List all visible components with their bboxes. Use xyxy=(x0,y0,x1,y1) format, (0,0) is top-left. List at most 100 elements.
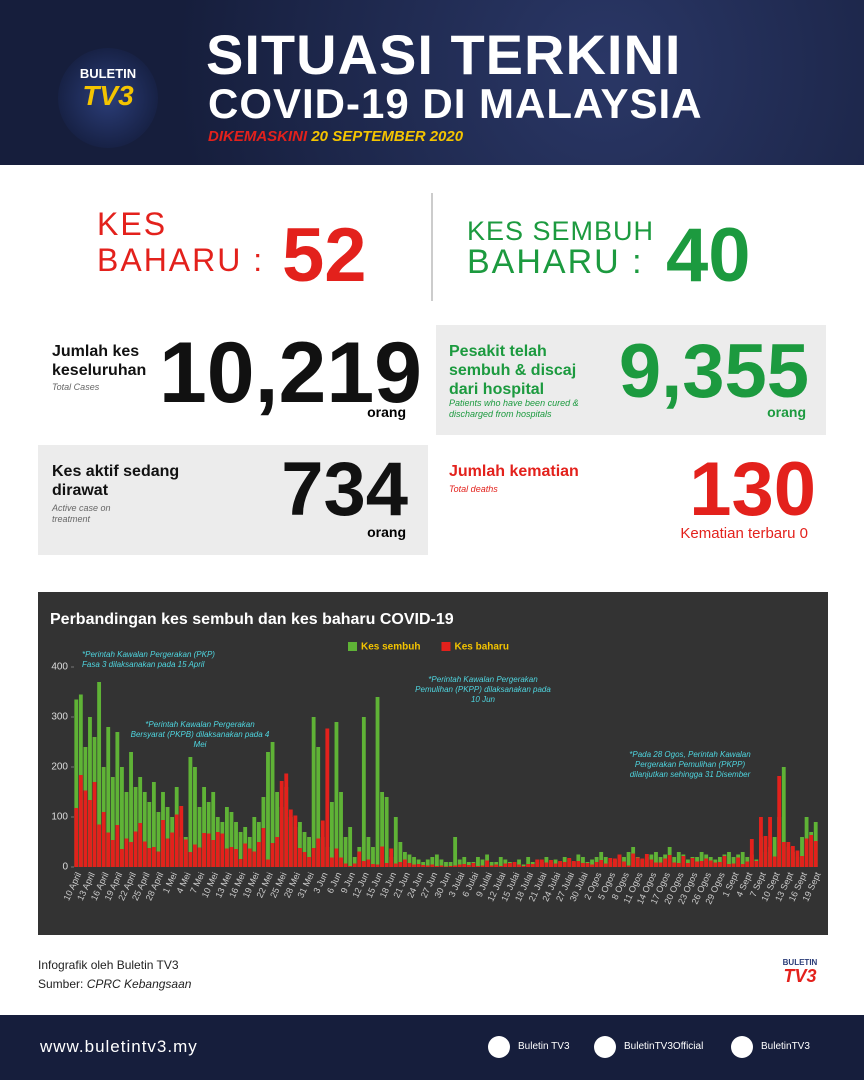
bar xyxy=(138,823,143,867)
bar xyxy=(193,844,197,867)
youtube-icon[interactable] xyxy=(488,1036,510,1058)
logo xyxy=(58,48,158,148)
bar xyxy=(307,857,311,867)
bar xyxy=(256,842,261,867)
bar xyxy=(462,864,467,867)
bar xyxy=(453,865,458,867)
bar xyxy=(179,806,184,867)
social-handle[interactable]: Buletin TV3 xyxy=(518,1041,570,1052)
bar xyxy=(781,767,786,867)
highlight-label: BAHARU : xyxy=(97,242,265,278)
bar xyxy=(590,864,594,867)
bar xyxy=(298,848,302,867)
bar xyxy=(371,864,375,867)
bar xyxy=(731,863,736,867)
bar xyxy=(777,776,782,867)
bar xyxy=(444,862,448,867)
bar xyxy=(325,728,330,867)
bar xyxy=(498,857,503,867)
footer-bar xyxy=(0,1015,864,1080)
facebook-icon[interactable] xyxy=(594,1036,616,1058)
stat-label: Pesakit telah sembuh & discaj dari hospi… xyxy=(449,343,577,398)
bar xyxy=(699,852,704,867)
stat-unit: orang xyxy=(767,404,806,420)
bar xyxy=(302,832,307,867)
bar xyxy=(503,863,508,867)
y-tick-label: 200 xyxy=(51,762,68,773)
bar xyxy=(626,852,631,867)
bar xyxy=(672,857,677,867)
bar xyxy=(434,866,439,867)
bar xyxy=(444,866,448,867)
logo-text: TV3 xyxy=(783,966,817,986)
bar xyxy=(224,807,229,867)
bar xyxy=(106,832,111,867)
bar xyxy=(348,866,353,867)
bar xyxy=(165,838,170,867)
bar xyxy=(311,717,316,867)
bar xyxy=(498,866,503,867)
bar xyxy=(229,847,234,867)
bar xyxy=(690,858,695,867)
logo-text: BULETIN xyxy=(782,958,818,967)
bar xyxy=(553,863,558,867)
bar xyxy=(713,862,718,867)
bar xyxy=(567,858,572,867)
bar xyxy=(544,862,549,867)
stat-sublabel: Total deaths xyxy=(449,484,498,494)
stat-sublabel: Total Cases xyxy=(52,382,100,392)
bar xyxy=(448,862,453,867)
bar xyxy=(407,863,412,867)
bar xyxy=(316,838,321,867)
bar xyxy=(626,865,631,867)
stat-note: Kematian terbaru 0 xyxy=(680,525,808,542)
source: CPRC Kebangsaan xyxy=(86,977,192,991)
bar xyxy=(316,747,321,867)
bar xyxy=(681,856,686,867)
bar xyxy=(197,847,202,867)
social-handle[interactable]: BuletinTV3 xyxy=(761,1041,810,1052)
website[interactable]: www.buletintv3.my xyxy=(40,1037,198,1056)
bar xyxy=(206,833,211,867)
bar xyxy=(193,767,197,867)
bar xyxy=(307,837,311,867)
bar xyxy=(229,812,234,867)
bar xyxy=(781,842,786,867)
bar xyxy=(507,863,512,867)
bar xyxy=(699,861,704,867)
bar xyxy=(329,857,334,867)
bar xyxy=(88,800,92,867)
bar xyxy=(129,752,133,867)
bar xyxy=(270,843,275,867)
stat-value: 10,219 xyxy=(158,325,422,421)
y-tick-label: 400 xyxy=(51,662,68,673)
bar xyxy=(676,863,681,867)
bar xyxy=(88,717,92,867)
bar xyxy=(110,777,115,867)
bar xyxy=(476,866,480,867)
bar xyxy=(585,863,590,867)
bar xyxy=(188,757,193,867)
social-handle[interactable]: BuletinTV3Official xyxy=(624,1041,704,1052)
annotation: 10 Jun xyxy=(471,695,496,704)
bar xyxy=(357,851,362,867)
bar xyxy=(430,857,435,867)
bar xyxy=(457,859,462,867)
bar xyxy=(339,857,343,867)
bar xyxy=(772,856,777,867)
bar xyxy=(722,856,727,867)
bar xyxy=(571,861,576,867)
bar xyxy=(174,814,179,867)
bar xyxy=(416,864,421,867)
twitter-icon[interactable] xyxy=(731,1036,753,1058)
bar xyxy=(83,790,88,867)
bar xyxy=(138,777,143,867)
bar xyxy=(740,864,745,867)
highlight-label: KES xyxy=(97,206,168,242)
legend-swatch xyxy=(441,642,451,651)
stat-unit: orang xyxy=(367,524,406,540)
logo-text: TV3 xyxy=(82,80,134,111)
bar xyxy=(576,861,581,867)
bar xyxy=(745,861,750,867)
bar xyxy=(211,840,216,867)
